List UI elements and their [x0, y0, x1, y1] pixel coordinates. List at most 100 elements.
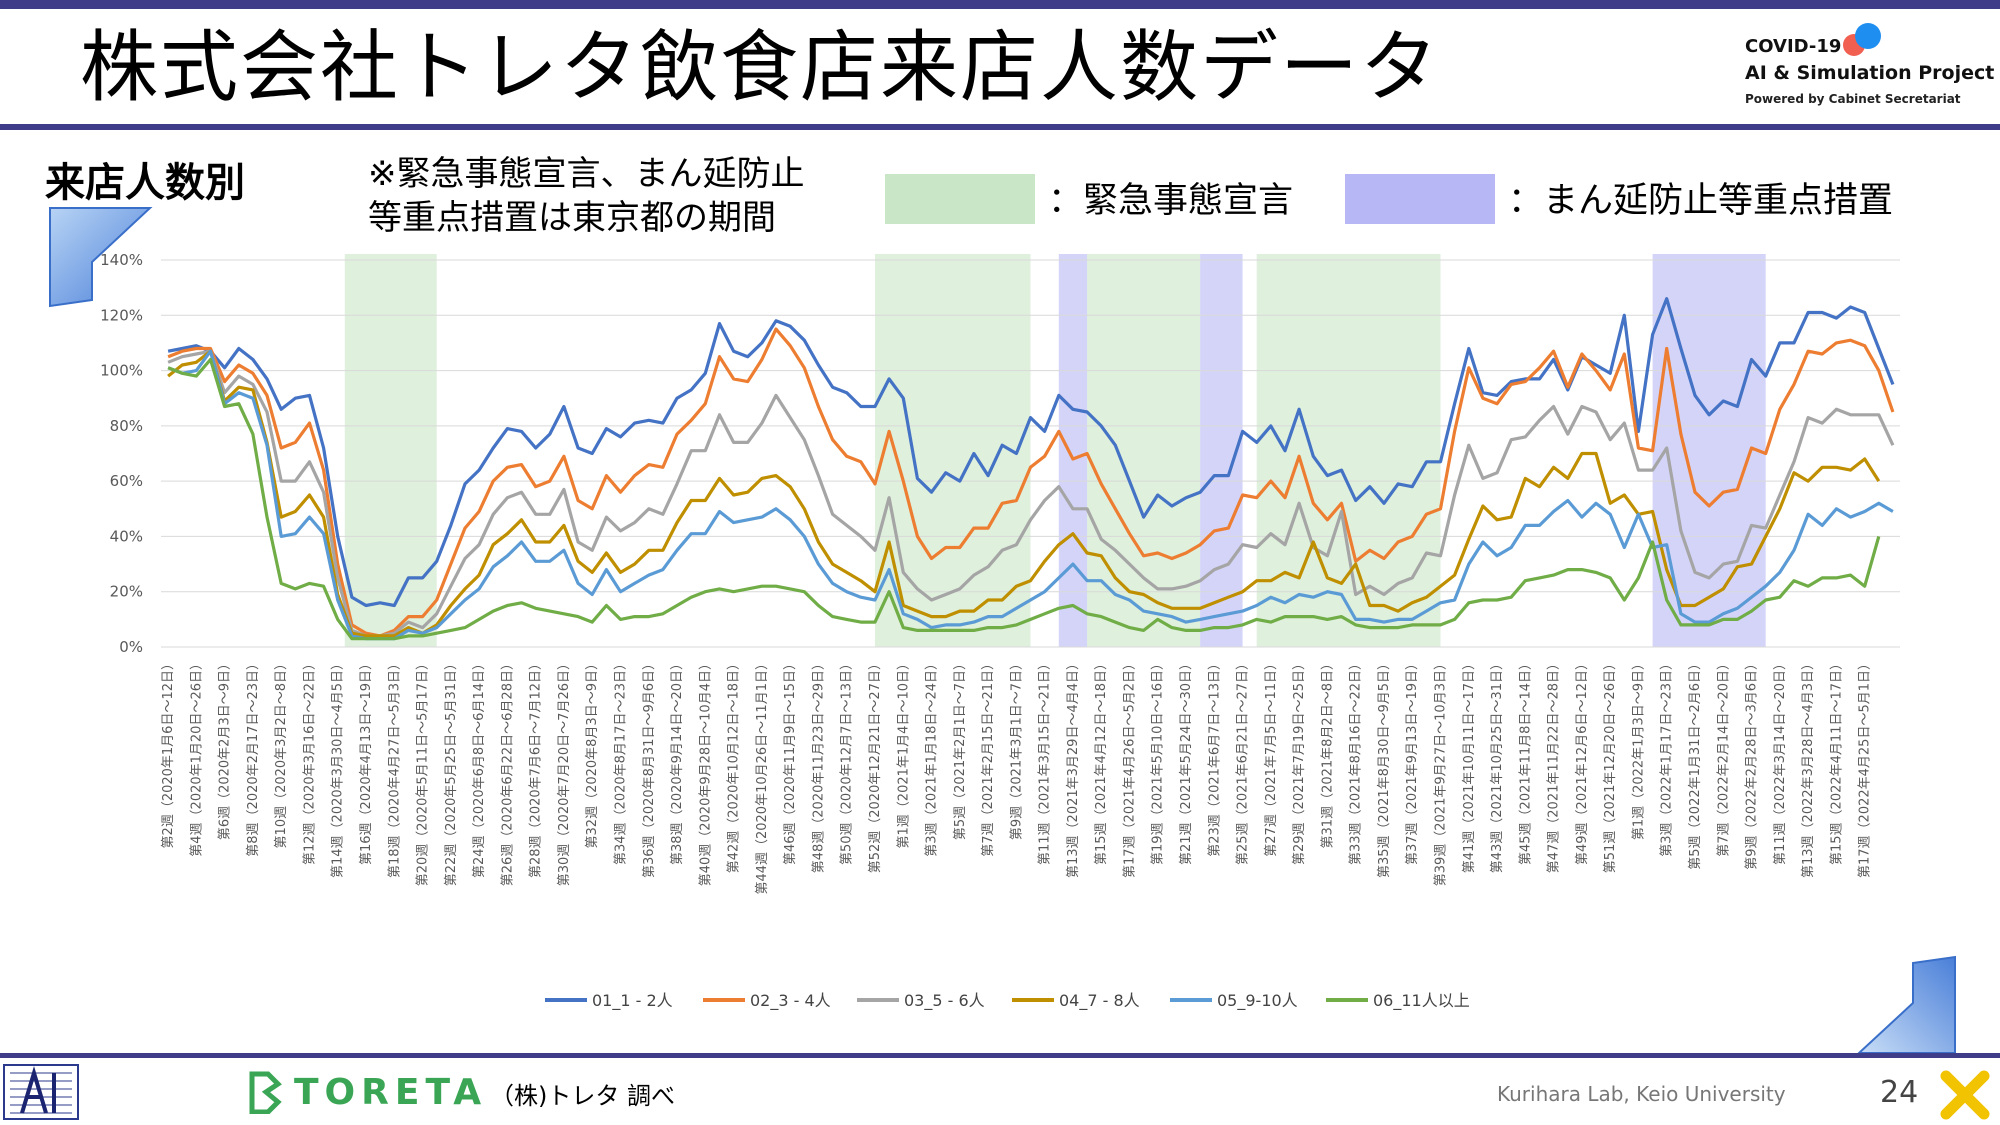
- x-tick-label: 第13週（2022年3月28日～4月3日）: [1801, 657, 1816, 878]
- y-tick-label: 0%: [119, 638, 143, 656]
- series-line: [167, 349, 1881, 638]
- x-tick-label: 第38週（2020年9月14日～20日）: [670, 657, 685, 865]
- y-tick-label: 120%: [100, 306, 143, 324]
- x-tick-label: 第40週（2020年9月28日～10月4日）: [698, 657, 713, 886]
- x-tick-label: 第26週（2020年6月22日～6月28日）: [500, 657, 515, 886]
- x-tick-label: 第24週（2020年6月8日～6月14日）: [472, 657, 487, 878]
- legend-label: 04_7 - 8人: [1059, 991, 1140, 1011]
- x-tick-label: 第28週（2020年7月6日～7月12日）: [529, 657, 544, 878]
- survey-credit: （株)トレタ 調べ: [490, 1082, 675, 1110]
- period-note-line1: ※緊急事態宣言、まん延防止: [368, 154, 805, 194]
- legend-label: 03_5 - 6人: [904, 991, 985, 1011]
- x-tick-label: 第11週（2021年3月15日～21日）: [1038, 657, 1053, 865]
- logo-line2: AI & Simulation Project: [1745, 62, 1995, 84]
- logo-line3: Powered by Cabinet Secretariat: [1745, 92, 1961, 106]
- x-tick-label: 第20週（2020年5月11日～5月17日）: [416, 657, 431, 886]
- corner-decoration-top-icon: [49, 207, 153, 308]
- toreta-logo: TORETA: [248, 1070, 481, 1118]
- manbo-legend-label: ：まん延防止等重点措置: [1508, 181, 1894, 221]
- emergency-legend-swatch: [885, 174, 1035, 224]
- x-tick-label: 第6週（2020年2月3日～9日）: [218, 657, 233, 840]
- emergency-band: [344, 254, 437, 647]
- x-tick-label: 第29週（2021年7月19日～25日）: [1292, 657, 1307, 865]
- x-tick-label: 第15週（2022年4月11日～17日）: [1829, 657, 1844, 865]
- x-tick-label: 第31週（2021年8月2日～8日）: [1320, 657, 1335, 848]
- manbo-legend-swatch: [1345, 174, 1495, 224]
- x-tick-label: 第3週（2021年1月18日～24日）: [925, 657, 940, 857]
- period-note-line2: 等重点措置は東京都の期間: [368, 198, 776, 238]
- legend-label: 06_11人以上: [1373, 991, 1470, 1011]
- x-tick-label: 第21週（2021年5月24日～30日）: [1179, 657, 1194, 865]
- grid-lines: [161, 259, 1900, 648]
- y-tick-label: 40%: [110, 527, 143, 545]
- y-tick-label: 80%: [110, 417, 143, 435]
- logo-blue-dot: [1855, 23, 1881, 49]
- page-title: 株式会社トレタ飲食店来店人数データ: [80, 23, 1441, 113]
- x-tick-label: 第8週（2020年2月17日～23日）: [246, 657, 261, 857]
- series-line: [167, 297, 1895, 608]
- x-tick-label: 第7週（2022年2月14日～20日）: [1716, 657, 1731, 857]
- legend-label: 05_9-10人: [1217, 991, 1298, 1011]
- x-tick-label: 第3週（2022年1月17日～23日）: [1660, 657, 1675, 857]
- x-tick-label: 第18週（2020年4月27日～5月3日）: [387, 657, 402, 878]
- emergency-band: [874, 254, 1031, 647]
- x-tick-label: 第23週（2021年6月7日～13日）: [1207, 657, 1222, 857]
- page-number: 24: [1880, 1075, 1919, 1110]
- x-tick-label: 第48週（2020年11月23日～29日）: [811, 657, 826, 873]
- y-tick-label: 100%: [100, 362, 143, 380]
- x-tick-label: 第13週（2021年3月29日～4月4日）: [1066, 657, 1081, 878]
- x-tick-label: 第16週（2020年4月13日～19日）: [359, 657, 374, 865]
- emergency-band: [1256, 254, 1441, 647]
- top-bar: [0, 0, 2000, 9]
- x-tick-label: 第46週（2020年11月9日～15日）: [783, 657, 798, 865]
- period-note: ※緊急事態宣言、まん延防止 等重点措置は東京都の期間: [368, 152, 805, 240]
- covid-project-logo: COVID-19 AI & Simulation Project Powered…: [1745, 23, 1994, 118]
- period-bands: [344, 254, 1766, 647]
- y-tick-label: 20%: [110, 583, 143, 601]
- x-tick-label: 第32週（2020年8月3日～9日）: [585, 657, 600, 848]
- x-tick-label: 第9週（2022年2月28日～3月6日）: [1745, 657, 1760, 870]
- x-axis-ticks: 第2週（2020年1月6日～12日） 第4週（2020年1月20日～26日） 第6週…: [161, 657, 1873, 895]
- ai-lab-logo-icon: [3, 1064, 79, 1120]
- x-tick-label: 第5週（2021年2月1日～7日）: [953, 657, 968, 840]
- series-line: [167, 349, 1895, 638]
- x-tick-label: 第17週（2021年4月26日～5月2日）: [1122, 657, 1137, 878]
- toreta-wordmark: TORETA: [294, 1072, 488, 1113]
- toreta-mark-icon: [249, 1071, 282, 1114]
- x-tick-label: 第7週（2021年2月15日～21日）: [981, 657, 996, 857]
- x-tick-label: 第35週（2021年8月30日～9月5日）: [1377, 657, 1392, 878]
- x-tick-label: 第11週（2022年3月14日～20日）: [1773, 657, 1788, 865]
- section-title: 来店人数別: [45, 160, 245, 206]
- x-tick-label: 第33週（2021年8月16日～22日）: [1349, 657, 1364, 865]
- x-tick-label: 第25週（2021年6月21日～27日）: [1236, 657, 1251, 865]
- x-tick-label: 第34週（2020年8月17日～23日）: [613, 657, 628, 865]
- x-tick-label: 第17週（2022年4月25日～5月1日）: [1858, 657, 1873, 878]
- x-tick-label: 第45週（2021年11月8日～14日）: [1518, 657, 1533, 865]
- x-tick-label: 第30週（2020年7月20日～7月26日）: [557, 657, 572, 886]
- x-tick-label: 第44週（2020年10月26日～11月1日）: [755, 657, 770, 895]
- x-tick-label: 第2週（2020年1月6日～12日）: [161, 657, 176, 848]
- x-tick-label: 第36週（2020年8月31日～9月6日）: [642, 657, 657, 878]
- legend-label: 02_3 - 4人: [750, 991, 831, 1011]
- x-tick-label: 第15週（2021年4月12日～18日）: [1094, 657, 1109, 865]
- chart-legend: 01_1 - 2人 02_3 - 4人 03_5 - 6人 04_7 - 8人 05_9…: [545, 991, 1470, 1011]
- emergency-band: [1087, 254, 1201, 647]
- emergency-legend-label: ：緊急事態宣言: [1048, 181, 1294, 221]
- x-tick-label: 第14週（2020年3月30日～4月5日）: [331, 657, 346, 878]
- series-line: [167, 349, 1894, 641]
- x-tick-label: 第43週（2021年10月25日～31日）: [1490, 657, 1505, 873]
- x-tick-label: 第5週（2022年1月31日～2月6日）: [1688, 657, 1703, 870]
- logo-line1: COVID-19: [1745, 36, 1842, 57]
- x-tick-label: 第47週（2021年11月22日～28日）: [1547, 657, 1562, 873]
- y-axis-ticks: 0% 20% 40% 60% 80% 100% 120% 140%: [100, 251, 143, 656]
- y-tick-label: 60%: [110, 472, 143, 490]
- visitor-count-line-chart: 0% 20% 40% 60% 80% 100% 120% 140% 第2週（2020年1月6日…: [100, 251, 1900, 1011]
- y-tick-label: 140%: [100, 251, 143, 269]
- x-tick-label: 第19週（2021年5月10日～16日）: [1151, 657, 1166, 865]
- x-tick-label: 第39週（2021年9月27日～10月3日）: [1434, 657, 1449, 886]
- x-tick-label: 第41週（2021年10月11日～17日）: [1462, 657, 1477, 873]
- title-divider: [0, 124, 2000, 130]
- series-lines: [167, 297, 1895, 641]
- x-tick-label: 第42週（2020年10月12日～18日）: [727, 657, 742, 873]
- x-tick-label: 第10週（2020年3月2日～8日）: [274, 657, 289, 848]
